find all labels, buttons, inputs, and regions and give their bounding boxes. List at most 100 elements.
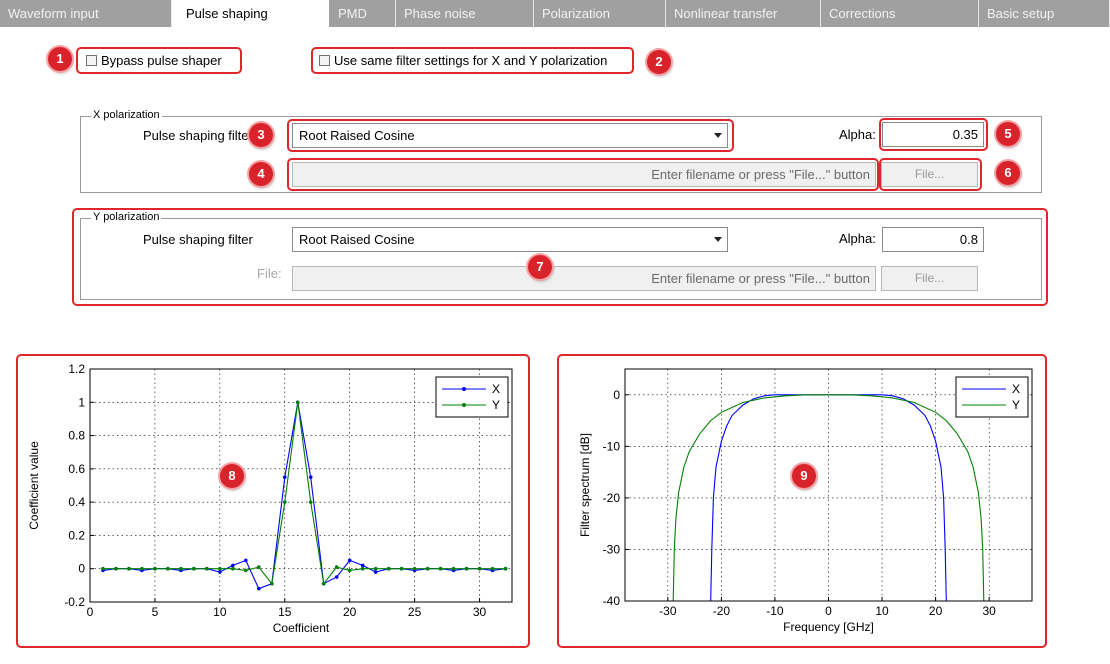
coef-ytick-label-7: 1.2: [68, 362, 85, 376]
coef-point-X-19: [347, 558, 352, 563]
spec-ytick-label-1: -30: [603, 542, 621, 556]
checkbox-box[interactable]: [319, 55, 330, 66]
coef-point-X-18: [334, 575, 339, 579]
coef-ytick-label-6: 1: [78, 395, 85, 409]
callout-badge-2: 2: [647, 50, 671, 74]
spec-ytick-label-0: -40: [603, 594, 621, 608]
coef-point-Y-21: [373, 566, 378, 571]
callout-badge-5: 5: [996, 122, 1020, 146]
spec-xtick-label-2: -10: [766, 604, 784, 618]
coef-ytick-label-0: -0.2: [64, 595, 85, 609]
coef-legend-label-Y: Y: [492, 398, 500, 412]
coef-point-Y-22: [386, 566, 391, 571]
coefficient-chart: 0 5 10 15 20 25 30 -0.2 0 0.2 0.4 0.6 0.8 1 1.2 X Y Coeff…: [18, 356, 528, 648]
coef-xtick-label-6: 30: [473, 605, 487, 619]
coef-point-Y-17: [321, 581, 326, 586]
coef-point-Y-2: [127, 566, 131, 571]
same-filter-settings-label: Use same filter settings for X and Y pol…: [334, 53, 608, 68]
y-polarization-group: Y polarization: [80, 211, 1042, 300]
callout-badge-3: 3: [249, 123, 273, 147]
spec-xtick-label-4: 10: [875, 604, 889, 618]
spec-axes-frame: [624, 368, 1033, 602]
spec-ylabel: Filter spectrum [dB]: [578, 433, 592, 537]
coefficient-chart-svg: 0 5 10 15 20 25 30-0.200.20.40.60.811.2XYCoeff…: [27, 362, 513, 635]
tab-bar: Waveform input Pulse shaping PMD Phase n…: [0, 0, 1110, 27]
y-filter-label: Pulse shaping filter: [143, 232, 253, 247]
same-filter-settings-checkbox[interactable]: Use same filter settings for X and Y pol…: [319, 53, 607, 68]
tab-polarization[interactable]: Polarization: [534, 0, 666, 27]
coef-point-Y-26: [438, 566, 443, 571]
coef-point-Y-27: [451, 566, 456, 571]
coef-ytick-label-4: 0.6: [68, 462, 85, 476]
spec-xlabel: Frequency [GHz]: [783, 620, 874, 634]
checkbox-box[interactable]: [86, 55, 97, 66]
bypass-pulse-shaper-checkbox[interactable]: Bypass pulse shaper: [86, 53, 222, 68]
coef-ytick-label-3: 0.4: [68, 495, 85, 509]
coef-point-Y-29: [477, 566, 482, 571]
coef-point-Y-9: [218, 566, 222, 571]
tab-waveform-input[interactable]: Waveform input: [0, 0, 172, 27]
tab-nonlinear-transfer[interactable]: Nonlinear transfer: [666, 0, 821, 27]
filter-spectrum-chart: -30 -20 -10 0 10 20 30 -40 -30 -20 -10 0 X Y Frequency…: [560, 356, 1044, 648]
coef-point-Y-15: [295, 400, 300, 405]
callout-badge-1: 1: [48, 47, 72, 71]
spec-ytick-label-4: 0: [613, 388, 620, 402]
spec-xtick-label-6: 30: [982, 604, 996, 618]
coef-point-Y-25: [425, 566, 430, 571]
chevron-down-icon[interactable]: [709, 124, 727, 147]
coef-point-Y-3: [140, 566, 144, 571]
coef-xtick-label-0: 0: [87, 605, 94, 619]
coef-point-Y-14: [282, 500, 287, 504]
y-filter-select[interactable]: Root Raised Cosine: [292, 227, 728, 252]
tab-basic-setup[interactable]: Basic setup: [979, 0, 1110, 27]
spec-xtick-label-0: -30: [659, 604, 677, 618]
x-polarization-group: X polarization: [80, 109, 1042, 193]
tab-corrections[interactable]: Corrections: [821, 0, 979, 27]
coef-axes-frame: [89, 368, 513, 603]
y-filter-value: Root Raised Cosine: [299, 232, 415, 247]
x-filter-label: Pulse shaping filter: [143, 128, 253, 143]
coef-ytick-label-5: 0.8: [68, 429, 85, 443]
x-file-button[interactable]: File...: [881, 162, 978, 187]
coef-point-X-21: [373, 570, 378, 574]
coef-point-Y-23: [399, 566, 404, 571]
x-filter-select[interactable]: Root Raised Cosine: [292, 123, 728, 148]
x-file-input[interactable]: Enter filename or press "File..." button: [292, 162, 876, 187]
coef-point-Y-24: [412, 566, 417, 571]
coef-legend-marker-X: [462, 387, 466, 391]
coef-point-X-16: [308, 475, 313, 479]
coef-legend-label-X: X: [492, 382, 500, 396]
coef-point-Y-18: [334, 565, 339, 569]
coef-ytick-label-2: 0.2: [68, 528, 85, 542]
coef-xtick-label-1: 5: [152, 605, 159, 619]
tab-pmd[interactable]: PMD: [330, 0, 396, 27]
chevron-down-icon[interactable]: [709, 228, 727, 251]
y-file-button[interactable]: File...: [881, 266, 978, 291]
coef-point-X-9: [218, 570, 222, 574]
coef-point-Y-12: [257, 565, 261, 569]
spec-legend-label-Y: Y: [1012, 398, 1020, 412]
x-filter-value: Root Raised Cosine: [299, 128, 415, 143]
callout-badge-8: 8: [220, 464, 244, 488]
coef-ylabel: Coefficient value: [27, 441, 41, 530]
x-polarization-title: X polarization: [91, 109, 162, 121]
y-alpha-input[interactable]: 0.8: [882, 227, 984, 252]
tab-phase-noise[interactable]: Phase noise: [396, 0, 534, 27]
spec-legend-label-X: X: [1012, 382, 1020, 396]
x-alpha-label: Alpha:: [839, 127, 876, 142]
y-file-input[interactable]: Enter filename or press "File..." button: [292, 266, 876, 291]
y-polarization-title: Y polarization: [91, 211, 162, 223]
coef-point-Y-5: [166, 566, 170, 571]
coef-point-X-14: [282, 475, 287, 479]
coef-point-Y-16: [308, 500, 313, 504]
y-alpha-label: Alpha:: [839, 231, 876, 246]
tab-pulse-shaping[interactable]: Pulse shaping: [172, 0, 330, 27]
callout-badge-9: 9: [792, 464, 816, 488]
coef-legend-marker-Y: [462, 403, 466, 407]
callout-badge-4: 4: [249, 162, 273, 186]
coef-point-Y-13: [269, 581, 274, 586]
coef-xtick-label-4: 20: [343, 605, 357, 619]
coef-point-Y-28: [464, 566, 469, 571]
coef-point-Y-8: [205, 566, 209, 571]
x-alpha-input[interactable]: 0.35: [882, 122, 984, 147]
